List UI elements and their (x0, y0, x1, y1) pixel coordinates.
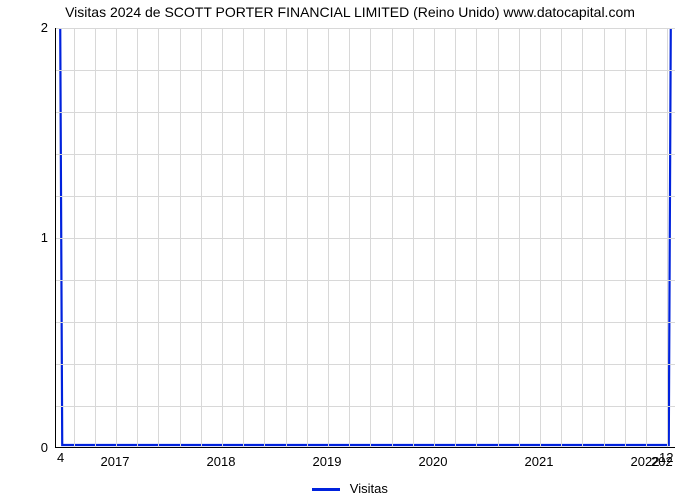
x-right-edge-label: 202 (651, 454, 681, 469)
y-tick-label: 1 (8, 230, 48, 245)
gridline-v (222, 28, 223, 447)
gridline-v-minor (455, 28, 456, 447)
gridline-v-minor (349, 28, 350, 447)
x-tick-label: 2017 (95, 454, 135, 469)
chart-title: Visitas 2024 de SCOTT PORTER FINANCIAL L… (0, 4, 700, 20)
gridline-v-minor (413, 28, 414, 447)
gridline-v-minor (180, 28, 181, 447)
plot-area (55, 28, 675, 448)
gridline-v-minor (307, 28, 308, 447)
gridline-v-minor (476, 28, 477, 447)
gridline-v-minor (158, 28, 159, 447)
x-tick-label: 2020 (413, 454, 453, 469)
gridline-v-minor (243, 28, 244, 447)
legend: Visitas (0, 481, 700, 496)
x-tick-label: 2021 (519, 454, 559, 469)
gridline-v (540, 28, 541, 447)
gridline-v-minor (201, 28, 202, 447)
gridline-v-minor (561, 28, 562, 447)
gridline-v-minor (370, 28, 371, 447)
legend-label: Visitas (350, 481, 388, 496)
gridline-v-minor (137, 28, 138, 447)
gridline-v (328, 28, 329, 447)
gridline-v-minor (625, 28, 626, 447)
gridline-v (646, 28, 647, 447)
legend-swatch (312, 488, 340, 491)
x-tick-label: 2019 (307, 454, 347, 469)
gridline-v-minor (286, 28, 287, 447)
gridline-v-minor (498, 28, 499, 447)
visits-chart: Visitas 2024 de SCOTT PORTER FINANCIAL L… (0, 0, 700, 500)
gridline-v-minor (604, 28, 605, 447)
gridline-v-minor (74, 28, 75, 447)
gridline-v (116, 28, 117, 447)
gridline-v-minor (392, 28, 393, 447)
gridline-v-minor (264, 28, 265, 447)
gridline-v (434, 28, 435, 447)
x-left-corner-label: 4 (57, 450, 64, 465)
gridline-v-minor (95, 28, 96, 447)
gridline-v-minor (582, 28, 583, 447)
y-tick-label: 2 (8, 20, 48, 35)
gridline-v-minor (519, 28, 520, 447)
x-tick-label: 2018 (201, 454, 241, 469)
y-tick-label: 0 (8, 440, 48, 455)
gridline-v-minor (667, 28, 668, 447)
